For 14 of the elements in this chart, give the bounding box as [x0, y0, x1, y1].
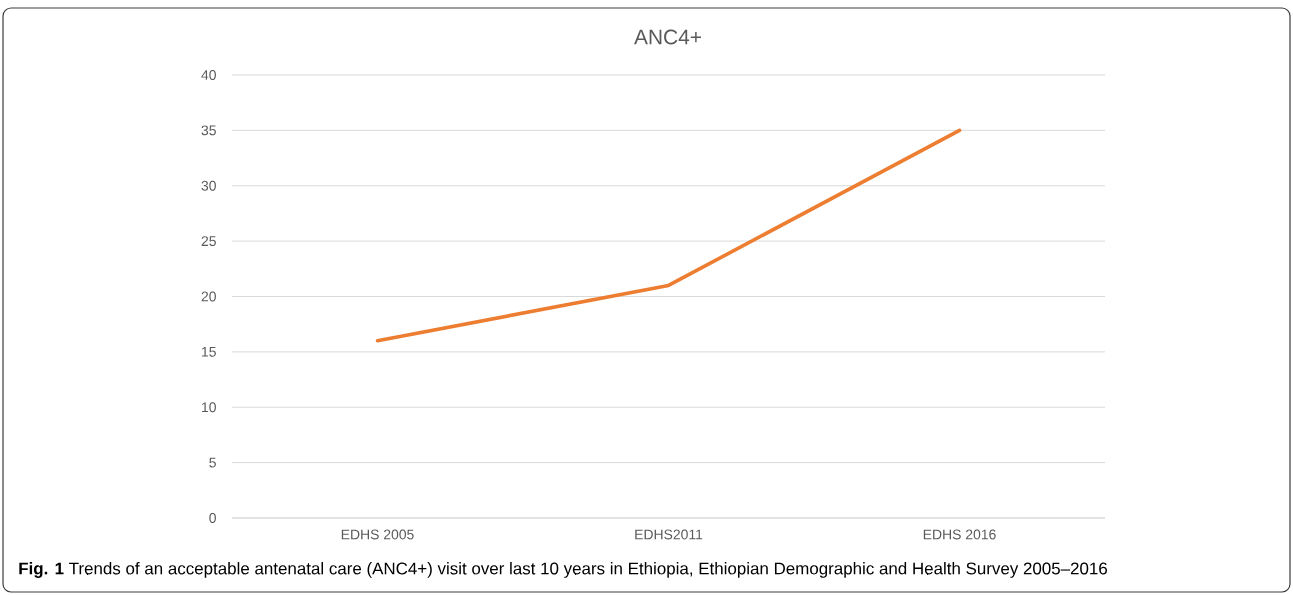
- y-tick-label: 20: [201, 291, 216, 302]
- x-tick-label: EDHS 2005: [341, 529, 414, 540]
- y-tick-label: 35: [201, 125, 216, 136]
- y-tick-label: 0: [209, 513, 216, 523]
- y-tick-label: 25: [201, 236, 216, 247]
- y-tick-label: 15: [202, 347, 216, 357]
- y-tick-label: 40: [201, 70, 216, 80]
- chart-title: ANC4+: [634, 29, 701, 45]
- y-tick-label: 10: [202, 402, 216, 413]
- x-tick-label: EDHS 2016: [923, 529, 996, 540]
- y-tick-label: 5: [209, 457, 216, 468]
- x-tick-label: EDHS2011: [635, 529, 703, 540]
- y-tick-label: 30: [201, 180, 216, 191]
- text: Fig. 1 Trends of an acceptable antenatal care (ANC4+) visit over last 10 years in Ethiopia, Ethiopian Demographic and Health Survey 2005–2016: [19, 562, 1107, 578]
